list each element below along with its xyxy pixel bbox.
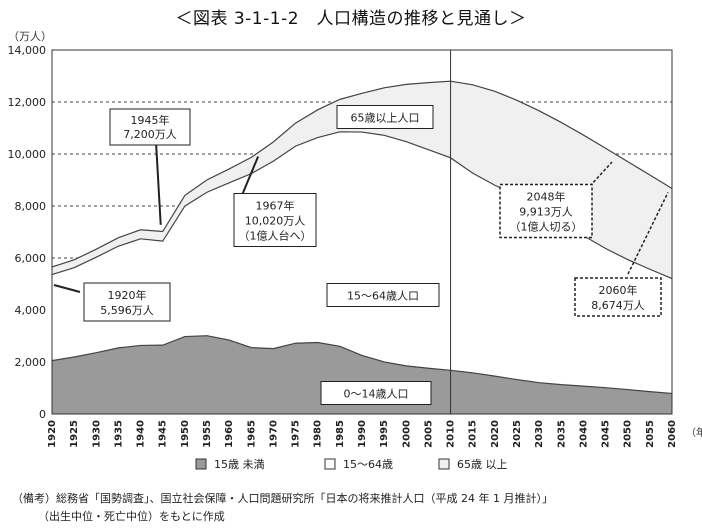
y-tick-label: 14,000 — [8, 44, 47, 57]
label-working-population-box — [326, 283, 440, 307]
label-child-population-box — [320, 381, 432, 405]
x-tick-label: 2025 — [512, 420, 523, 448]
x-tick-label: 1970 — [268, 420, 279, 448]
x-tick-label: 1935 — [113, 420, 124, 448]
x-tick-label: 1965 — [246, 420, 257, 448]
x-tick-label: 2060 — [667, 420, 678, 448]
annotation-1967-leader — [239, 156, 260, 201]
y-tick-label: 6,000 — [15, 252, 47, 265]
y-tick-label: 0 — [39, 408, 46, 421]
x-tick-label: 1975 — [291, 420, 302, 448]
annotation-1945-leader — [155, 141, 162, 225]
label-working-population-text: 15～64歳人口 — [347, 290, 419, 303]
source-note-1: （備考）総務省「国勢調査」、国立社会保障・人口問題研究所「日本の将来推計人口（平… — [12, 492, 553, 505]
x-tick-label: 2040 — [578, 420, 589, 448]
legend-swatch — [438, 458, 450, 470]
x-tick-label: 2045 — [601, 420, 612, 448]
x-tick-label: 1930 — [91, 420, 102, 448]
annotation-1920-box — [83, 282, 171, 322]
plot-frame — [51, 49, 673, 415]
annotation-1967-box — [233, 193, 317, 247]
annotation-2060-leader — [627, 192, 669, 275]
annotation-2048-box — [499, 183, 593, 239]
annotation-1920-text: 5,596万人 — [100, 304, 154, 317]
annotation-1967-text: 1967年 — [256, 199, 295, 213]
area-age-65-plus — [52, 81, 672, 279]
label-child-population-text: 0～14歳人口 — [344, 388, 409, 401]
x-tick-label: 1945 — [158, 420, 169, 448]
y-tick-label: 12,000 — [8, 96, 47, 109]
legend-label: 15歳 未満 — [214, 458, 265, 471]
series-boundary-line — [51, 80, 673, 268]
legend-swatch — [324, 458, 336, 470]
x-tick-label: 2020 — [490, 420, 501, 448]
legend-swatch — [195, 458, 207, 470]
chart-title: ＜図表 3-1-1-2 人口構造の推移と見通し＞ — [175, 9, 527, 29]
x-tick-label: 2055 — [645, 420, 656, 448]
annotation-1920-text: 1920年 — [108, 288, 147, 302]
annotation-2048-leader — [589, 161, 613, 187]
series-boundary-line — [51, 335, 673, 395]
x-tick-label: 1995 — [379, 420, 390, 448]
y-tick-label: 2,000 — [15, 356, 47, 369]
x-tick-label: 1920 — [47, 420, 58, 448]
area-age-0-14 — [52, 335, 672, 414]
y-unit-label: （万人） — [8, 30, 52, 43]
annotation-1945-text: 1945年 — [131, 113, 170, 127]
x-unit-label: （年） — [686, 426, 702, 439]
y-tick-label: 4,000 — [15, 304, 47, 317]
annotation-1967-text: 10,020万人 — [245, 215, 306, 228]
annotation-1945-box — [109, 108, 191, 146]
annotation-2048-text: 9,913万人 — [519, 206, 573, 219]
x-tick-label: 1990 — [357, 420, 368, 448]
annotation-1945-text: 7,200万人 — [123, 128, 177, 141]
x-tick-label: 1985 — [335, 420, 346, 448]
annotation-1967-text: （1億人台へ） — [239, 229, 312, 243]
annotation-1920-leader — [53, 284, 81, 293]
label-aged-population-box — [336, 105, 434, 129]
x-tick-label: 2050 — [623, 420, 634, 448]
x-tick-label: 1925 — [69, 420, 80, 448]
x-tick-label: 1980 — [313, 420, 324, 448]
x-tick-label: 1950 — [180, 420, 191, 448]
y-tick-label: 8,000 — [15, 200, 47, 213]
legend-label: 15～64歳 — [343, 458, 393, 471]
annotation-2060-text: 8,674万人 — [591, 299, 645, 312]
annotation-2060-text: 2060年 — [599, 283, 638, 297]
x-tick-label: 1940 — [136, 420, 147, 448]
source-note-2: （出生中位・死亡中位）をもとに作成 — [38, 510, 225, 523]
label-aged-population-text: 65歳以上人口 — [351, 112, 420, 125]
y-tick-label: 10,000 — [8, 148, 47, 161]
x-tick-label: 2000 — [401, 420, 412, 448]
x-tick-label: 1960 — [224, 420, 235, 448]
annotation-2060-box — [574, 277, 662, 317]
annotation-2048-text: 2048年 — [527, 190, 566, 204]
x-tick-label: 2035 — [556, 420, 567, 448]
x-tick-label: 1955 — [202, 420, 213, 448]
population-area-chart: （万人） （年） 0 2,000 4,000 6,000 8,000 10,000 12,0… — [8, 30, 702, 471]
x-tick-label: 2010 — [446, 420, 457, 448]
annotation-2048-text: （1億人切る） — [510, 221, 583, 234]
x-tick-label: 2015 — [468, 420, 479, 448]
x-tick-label: 2005 — [423, 420, 434, 448]
legend-label: 65歳 以上 — [457, 458, 508, 471]
x-tick-label: 2030 — [534, 420, 545, 448]
